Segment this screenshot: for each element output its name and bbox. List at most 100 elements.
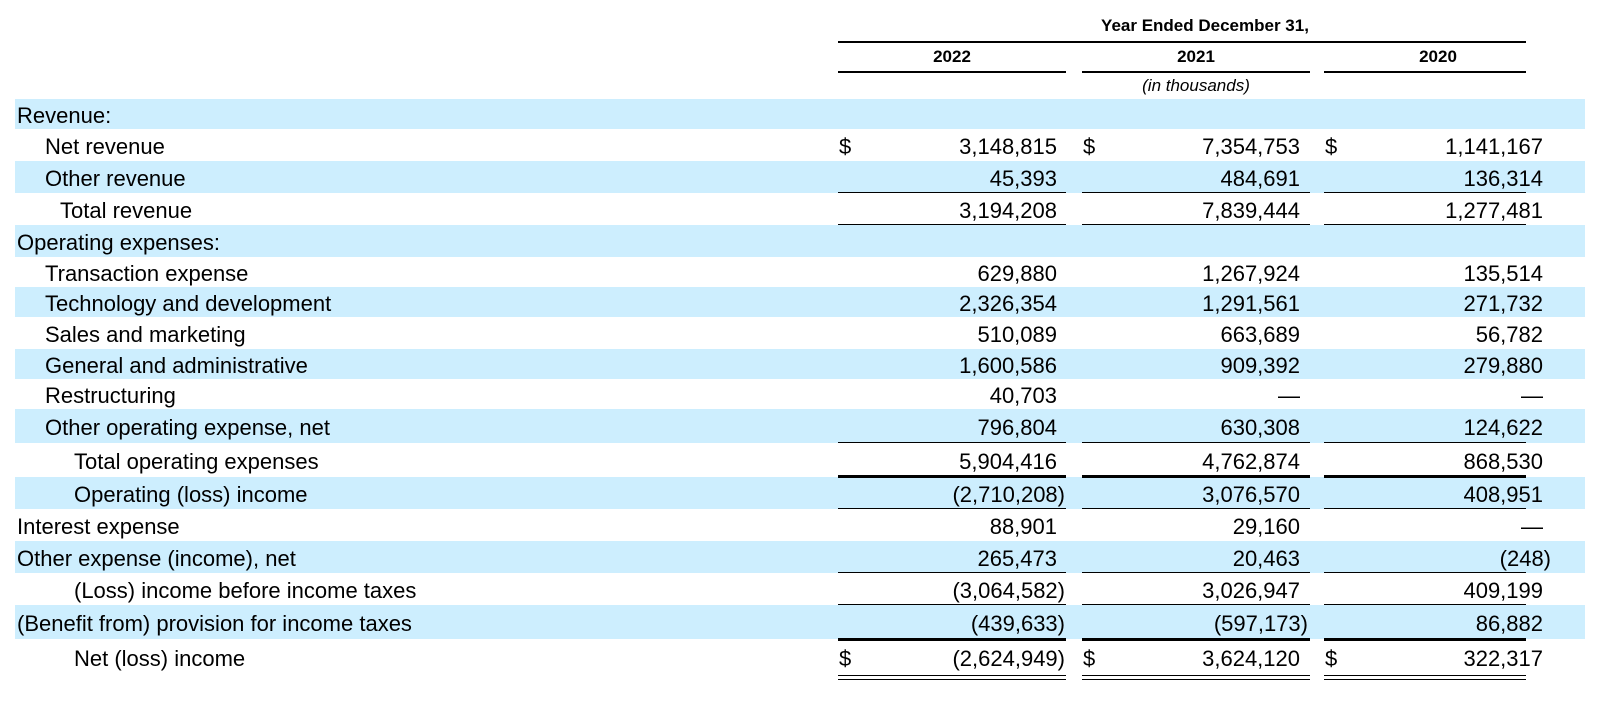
value-cell: 3,624,120 [1202,646,1300,671]
subtotal-rule [1324,604,1526,605]
subtotal-rule [1082,604,1310,605]
row-label: Net (loss) income [74,646,246,671]
row-label: Other revenue [45,166,186,191]
year-rule-2021 [1082,71,1310,73]
value-cell: 20,463 [1232,546,1300,571]
value-cell: 3,194,208 [959,198,1057,223]
value-cell: 322,317 [1463,646,1543,671]
value-cell: 5,904,416 [959,449,1057,474]
value-cell: 7,354,753 [1202,134,1300,159]
subtotal-rule [1324,508,1526,509]
total-double-rule [1324,675,1526,680]
year-2020: 2020 [1419,47,1457,66]
currency-symbol: $ [839,134,852,159]
row-label: (Benefit from) provision for income taxe… [17,611,412,636]
value-cell: 868,530 [1463,449,1543,474]
currency-symbol: $ [1083,134,1096,159]
subtotal-rule [838,572,1066,573]
row-label: General and administrative [45,353,308,378]
subtotal-rule [1082,442,1310,443]
value-cell: (248) [1499,546,1551,571]
row-label: Other operating expense, net [45,415,330,440]
value-cell: 7,839,444 [1202,198,1300,223]
table-row [15,161,1585,193]
row-label: Technology and development [45,291,332,316]
value-cell: 484,691 [1220,166,1300,191]
table-row [15,477,1585,509]
table-row [15,287,1585,317]
value-cell: 510,089 [977,322,1057,347]
year-rule-2020 [1324,71,1526,73]
value-cell: 408,951 [1463,482,1543,507]
subtotal-rule [838,638,1066,641]
table-row [15,349,1585,379]
row-label: Restructuring [45,383,176,408]
subtotal-rule [1082,638,1310,641]
value-cell: 796,804 [977,415,1057,440]
value-cell: 3,076,570 [1202,482,1300,507]
value-cell: — [1521,514,1543,539]
table-row [15,541,1585,573]
subtotal-rule [838,224,1066,225]
row-label: (Loss) income before income taxes [74,578,417,603]
row-label: Net revenue [45,134,165,159]
table-row [15,225,1585,257]
row-label: Sales and marketing [45,322,246,347]
currency-symbol: $ [1083,646,1096,671]
subtotal-rule [838,508,1066,509]
value-cell: 1,277,481 [1445,198,1543,223]
value-cell: 88,901 [989,514,1057,539]
value-cell: 2,326,354 [959,291,1057,316]
units-note: (in thousands) [1142,76,1250,95]
subtotal-rule [1324,572,1526,573]
row-label: Operating (loss) income [74,482,308,507]
row-label: Operating expenses: [17,230,221,255]
table-row [15,605,1585,639]
value-cell: 265,473 [977,546,1057,571]
row-label: Transaction expense [45,261,249,286]
year-2022: 2022 [933,47,971,66]
value-cell: 663,689 [1220,322,1300,347]
row-label: Total operating expenses [74,449,319,474]
value-cell: (439,633) [970,611,1065,636]
subtotal-rule [1082,572,1310,573]
value-cell: 1,267,924 [1202,261,1300,286]
value-cell: 409,199 [1463,578,1543,603]
period-title: Year Ended December 31, [1101,16,1309,35]
year-2021: 2021 [1177,47,1215,66]
total-double-rule [838,675,1066,680]
row-label: Revenue: [17,103,112,128]
value-cell: 271,732 [1463,291,1543,316]
value-cell: 86,882 [1475,611,1543,636]
value-cell: 629,880 [977,261,1057,286]
currency-symbol: $ [1325,134,1338,159]
value-cell: (2,710,208) [952,482,1065,507]
total-double-rule [1082,675,1310,680]
row-label: Other expense (income), net [17,546,296,571]
subtotal-rule [838,442,1066,443]
value-cell: 3,026,947 [1202,578,1300,603]
value-cell: 1,600,586 [959,353,1057,378]
value-cell: 1,291,561 [1202,291,1300,316]
value-cell: — [1521,383,1543,408]
table-row [15,409,1585,443]
value-cell: 279,880 [1463,353,1543,378]
value-cell: 630,308 [1220,415,1300,440]
value-cell: 3,148,815 [959,134,1057,159]
subtotal-rule [1324,638,1526,641]
subtotal-rule [1324,224,1526,225]
value-cell: 136,314 [1463,166,1543,191]
year-rule-2022 [838,71,1066,73]
value-cell: (3,064,582) [952,578,1065,603]
subtotal-rule [1082,508,1310,509]
subtotal-rule [1082,224,1310,225]
subtotal-rule [1082,192,1310,193]
value-cell: 56,782 [1475,322,1543,347]
value-cell: 4,762,874 [1202,449,1300,474]
row-label: Interest expense [17,514,180,539]
value-cell: — [1278,383,1300,408]
subtotal-rule [838,192,1066,193]
subtotal-rule [1324,442,1526,443]
currency-symbol: $ [839,646,852,671]
value-cell: 40,703 [989,383,1057,408]
